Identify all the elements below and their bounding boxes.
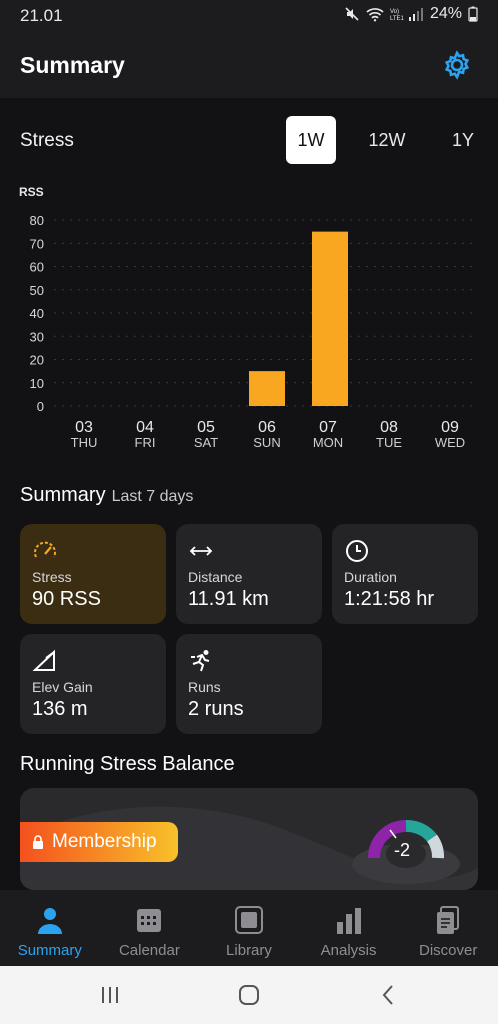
stat-card-runs[interactable]: Runs 2 runs: [176, 634, 322, 734]
page-title: Summary: [20, 52, 125, 78]
range-tabs: 1W 12W 1Y: [286, 116, 488, 164]
nav-library[interactable]: Library: [199, 890, 299, 966]
back-icon[interactable]: [374, 980, 404, 1010]
x-tick-label: 05: [197, 419, 215, 436]
rsb-card[interactable]: Membership -2: [20, 788, 478, 890]
clock-icon: [346, 540, 368, 562]
speedometer-icon: [34, 541, 56, 558]
summary-subtitle: Last 7 days: [111, 488, 194, 505]
nav-label: Summary: [17, 942, 82, 959]
battery-icon: [468, 6, 478, 22]
y-tick-label: 60: [30, 260, 44, 275]
stat-value: 2 runs: [188, 698, 244, 720]
nav-discover[interactable]: Discover: [398, 890, 498, 966]
tab-12w[interactable]: 12W: [368, 129, 406, 150]
status-icons: Vo) LTE1 24%: [344, 5, 478, 23]
y-tick-label: 0: [37, 399, 44, 414]
summary-title: Summary: [20, 484, 106, 506]
stat-card-elev-gain[interactable]: Elev Gain 136 m: [20, 634, 166, 734]
svg-text:LTE1: LTE1: [390, 16, 405, 22]
y-tick-label: 30: [30, 329, 44, 344]
status-time: 21.01: [20, 6, 63, 25]
nav-calendar[interactable]: Calendar: [100, 890, 200, 966]
system-nav-bar: [0, 966, 498, 1024]
arrows-horizontal-icon: [189, 546, 213, 556]
svg-text:Vo): Vo): [390, 9, 399, 15]
y-tick-label: 80: [30, 213, 44, 228]
gauge-value: -2: [394, 840, 411, 860]
bar-chart-icon: [336, 908, 361, 934]
x-tick-label: 08: [380, 419, 398, 436]
main-content: Stress 1W 12W 1Y RSS 80 70 60 50 40 30 20 10 0 03 T…: [0, 98, 498, 890]
nav-label: Calendar: [118, 942, 180, 959]
x-tick-day-label: FRI: [135, 435, 156, 450]
nav-summary[interactable]: Summary: [0, 890, 100, 966]
y-tick-label: 40: [30, 306, 44, 321]
gear-icon[interactable]: [442, 50, 472, 80]
stat-card-distance[interactable]: Distance 11.91 km: [176, 524, 322, 624]
y-tick-label: 50: [30, 283, 44, 298]
stat-label: Runs: [188, 679, 221, 695]
membership-label: Membership: [52, 831, 157, 852]
membership-button[interactable]: Membership: [20, 822, 178, 862]
x-tick-day-label: WED: [435, 435, 465, 450]
library-icon: [234, 906, 263, 934]
nav-analysis[interactable]: Analysis: [299, 890, 399, 966]
calendar-icon: [137, 909, 162, 932]
stat-value: 1:21:58 hr: [344, 588, 435, 610]
x-tick-day-label: SUN: [253, 435, 280, 450]
x-tick-label: 04: [136, 419, 154, 436]
bar: [312, 231, 348, 406]
stat-label: Distance: [188, 569, 243, 585]
x-tick-day-label: TUE: [376, 435, 402, 450]
x-tick-day-label: THU: [71, 435, 98, 450]
tab-1w[interactable]: 1W: [286, 116, 336, 164]
y-tick-label: 20: [30, 353, 44, 368]
x-tick-label: 06: [258, 419, 276, 436]
person-icon: [37, 908, 62, 934]
stat-label: Elev Gain: [32, 679, 93, 695]
stat-card-duration[interactable]: Duration 1:21:58 hr: [332, 524, 478, 624]
stat-card-stress[interactable]: Stress 90 RSS: [20, 524, 166, 624]
x-tick-label: 09: [441, 419, 459, 436]
document-icon: [437, 906, 460, 934]
tab-1y[interactable]: 1Y: [451, 129, 475, 150]
app-header: Summary: [0, 32, 498, 98]
x-tick-label: 03: [75, 419, 93, 436]
rsb-title: Running Stress Balance: [20, 753, 235, 775]
lte-signal-icon: Vo) LTE1: [390, 8, 423, 22]
nav-label: Analysis: [320, 942, 377, 959]
recents-icon[interactable]: [95, 980, 125, 1010]
stat-value: 11.91 km: [188, 588, 269, 610]
bar: [249, 371, 285, 406]
wifi-icon: [366, 8, 384, 22]
stat-label: Stress: [32, 569, 72, 585]
stress-title: Stress: [20, 130, 74, 151]
x-tick-day-label: MON: [313, 435, 343, 450]
stat-value: 136 m: [32, 698, 88, 720]
slope-icon: [32, 649, 55, 671]
mute-icon: [345, 7, 359, 21]
bottom-nav: Summary Calendar Library Analysis Discov…: [0, 890, 498, 966]
stat-value: 90 RSS: [32, 588, 101, 610]
stat-label: Duration: [344, 569, 397, 585]
home-icon[interactable]: [234, 980, 264, 1010]
x-tick-label: 07: [319, 419, 337, 436]
y-axis-label: RSS: [19, 185, 44, 199]
x-tick-day-label: SAT: [194, 435, 218, 450]
status-bar: 21.01 Vo) LTE1 24%: [0, 0, 498, 32]
battery-percent: 24%: [429, 5, 462, 22]
y-tick-label: 10: [30, 376, 44, 391]
nav-label: Discover: [418, 942, 478, 959]
nav-label: Library: [226, 942, 272, 959]
stress-balance-gauge: [352, 820, 460, 884]
runner-icon: [191, 650, 210, 672]
summary-section-header: Summary Last 7 days: [20, 484, 193, 507]
lock-icon: [33, 835, 43, 849]
y-tick-label: 70: [30, 236, 44, 251]
